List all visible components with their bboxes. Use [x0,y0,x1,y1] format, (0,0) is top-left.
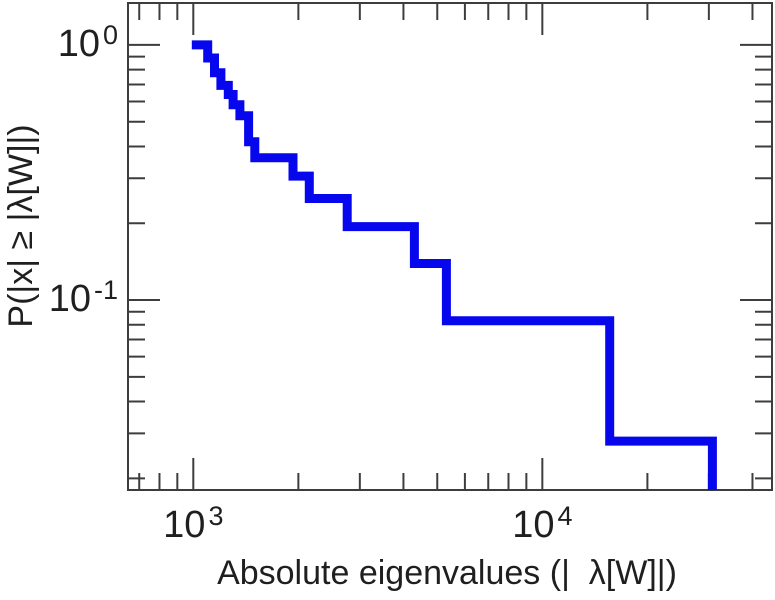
y-axis-label: P(|x| ≥ |λ[W]|) [2,124,40,328]
x-tick-label-10e4: 10 4 [512,501,573,546]
x-axis-label: Absolute eigenvalues (| λ[W]|) [217,554,677,592]
plot-border [127,2,773,491]
ccdf-curve [191,40,717,490]
y-tick-label-10e0: 10 0 [57,20,118,66]
x-tick-label-10e3: 10 3 [163,501,224,546]
y-tick-label-10e-1: 10 -1 [48,275,118,321]
